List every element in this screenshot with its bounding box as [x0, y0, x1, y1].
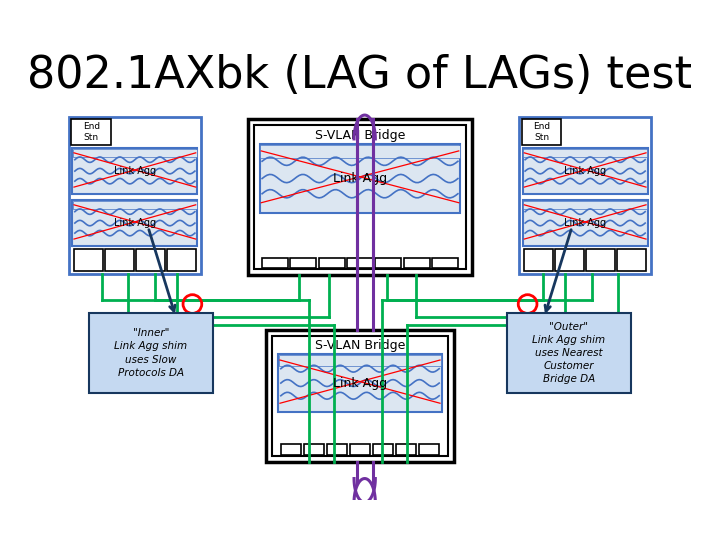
Text: End
Stn: End Stn: [533, 122, 550, 141]
Text: S-VLAN Bridge: S-VLAN Bridge: [315, 339, 405, 352]
Text: Link Agg: Link Agg: [564, 218, 606, 228]
Bar: [261, 145, 459, 158]
Bar: [404, 258, 430, 268]
Bar: [279, 354, 441, 412]
Bar: [136, 249, 165, 271]
Text: Link Agg: Link Agg: [564, 166, 606, 176]
Bar: [419, 444, 439, 455]
Bar: [396, 444, 416, 455]
Bar: [74, 249, 102, 271]
Text: "Inner"
Link Agg shim
uses Slow
Protocols DA: "Inner" Link Agg shim uses Slow Protocol…: [114, 328, 188, 378]
Bar: [266, 329, 454, 462]
Text: Link Agg: Link Agg: [114, 218, 156, 228]
Bar: [259, 144, 461, 213]
Bar: [375, 258, 401, 268]
Bar: [72, 148, 197, 194]
Bar: [327, 444, 347, 455]
Bar: [618, 249, 646, 271]
Text: Link Agg: Link Agg: [333, 172, 387, 185]
Bar: [71, 119, 111, 145]
Text: S-VLAN Bridge: S-VLAN Bridge: [315, 129, 405, 142]
Bar: [281, 444, 301, 455]
Bar: [253, 125, 467, 269]
Bar: [523, 200, 648, 246]
Bar: [373, 444, 393, 455]
Text: 802.1AXbk (LAG of LAGs) test: 802.1AXbk (LAG of LAGs) test: [27, 55, 693, 97]
Bar: [279, 355, 441, 366]
Bar: [304, 444, 324, 455]
Bar: [319, 258, 345, 268]
Bar: [523, 148, 648, 194]
Bar: [89, 313, 212, 394]
Bar: [586, 249, 615, 271]
Bar: [272, 335, 448, 456]
Bar: [73, 201, 197, 210]
Bar: [105, 249, 134, 271]
Bar: [523, 201, 647, 210]
Bar: [347, 258, 373, 268]
Text: "Outer"
Link Agg shim
uses Nearest
Customer
Bridge DA: "Outer" Link Agg shim uses Nearest Custo…: [532, 322, 606, 384]
Bar: [519, 117, 651, 274]
Bar: [248, 119, 472, 275]
Bar: [523, 149, 647, 157]
Bar: [69, 117, 201, 274]
Text: Link Agg: Link Agg: [333, 376, 387, 389]
Bar: [73, 149, 197, 157]
Bar: [555, 249, 584, 271]
Bar: [350, 444, 370, 455]
Text: Link Agg: Link Agg: [114, 166, 156, 176]
Text: End
Stn: End Stn: [83, 122, 100, 141]
Bar: [262, 258, 288, 268]
Bar: [72, 200, 197, 246]
Bar: [524, 249, 553, 271]
Bar: [167, 249, 196, 271]
Bar: [290, 258, 316, 268]
Bar: [508, 313, 631, 394]
Bar: [432, 258, 458, 268]
Bar: [522, 119, 562, 145]
